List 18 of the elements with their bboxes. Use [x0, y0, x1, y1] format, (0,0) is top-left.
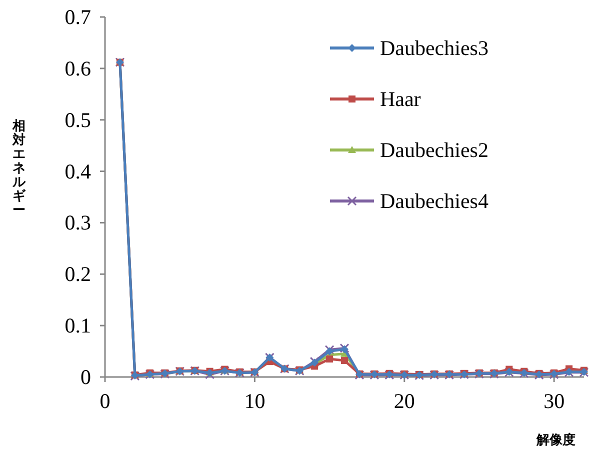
y-tick-label: 0.3	[64, 210, 91, 235]
y-tick-label: 0.5	[64, 108, 91, 132]
x-tick-label: 20	[394, 389, 415, 413]
y-axis-title: 相対エネルギー	[12, 119, 26, 218]
legend-label: Daubechies3	[380, 36, 488, 60]
legend-label: Daubechies2	[380, 138, 488, 162]
x-tick-label: 10	[244, 389, 266, 413]
y-tick-label: 0.7	[64, 5, 91, 29]
legend-label: Haar	[380, 87, 421, 111]
y-tick-label: 0.1	[64, 314, 91, 338]
x-tick-label: 0	[100, 389, 110, 413]
legend-label: Daubechies4	[380, 189, 489, 213]
y-tick-label: 0	[80, 365, 91, 389]
x-axis-title: 解像度	[536, 432, 576, 448]
x-tick-label: 30	[544, 389, 565, 413]
y-tick-label: 0.4	[64, 159, 92, 184]
y-tick-label: 0.2	[64, 262, 91, 286]
y-tick-label: 0.6	[64, 56, 91, 80]
